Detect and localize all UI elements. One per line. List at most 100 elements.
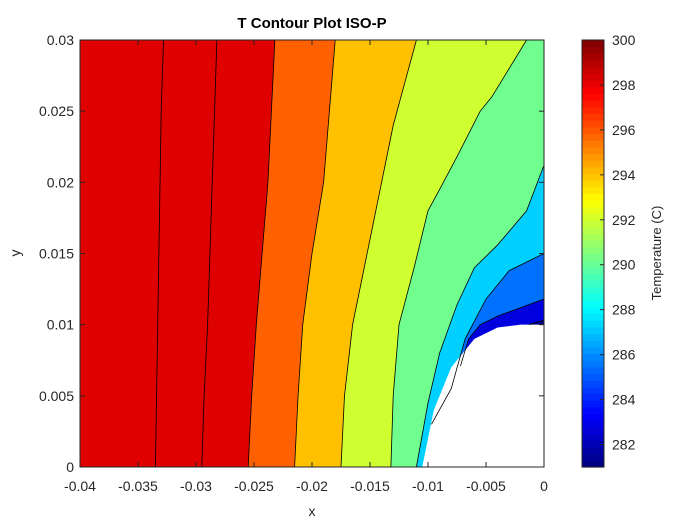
colorbar-segment bbox=[582, 73, 604, 81]
colorbar-segment bbox=[582, 60, 604, 68]
colorbar-tick-label: 286 bbox=[612, 347, 636, 363]
colorbar-segment bbox=[582, 140, 604, 148]
colorbar-segment bbox=[582, 413, 604, 421]
x-tick-label: -0.02 bbox=[296, 478, 328, 494]
x-tick-label: -0.035 bbox=[118, 478, 158, 494]
colorbar-segment bbox=[582, 220, 604, 228]
x-axis-label: x bbox=[309, 503, 316, 519]
x-tick-label: -0.005 bbox=[466, 478, 506, 494]
contour-fill-band bbox=[390, 40, 544, 467]
blank-region bbox=[422, 324, 544, 467]
colorbar-segment bbox=[582, 93, 604, 101]
colorbar-segment bbox=[582, 426, 604, 435]
colorbar-segment bbox=[582, 440, 604, 448]
chart-title: T Contour Plot ISO-P bbox=[237, 15, 386, 32]
colorbar-segment bbox=[582, 406, 604, 415]
colorbar-segment bbox=[582, 306, 604, 315]
colorbar-tick-label: 298 bbox=[612, 77, 636, 93]
colorbar-segment bbox=[582, 106, 604, 114]
x-tick-label: -0.01 bbox=[412, 478, 444, 494]
colorbar-segment bbox=[582, 280, 604, 288]
colorbar-segment bbox=[582, 333, 604, 341]
colorbar-segment bbox=[582, 200, 604, 208]
colorbar-segment bbox=[582, 120, 604, 128]
colorbar-segment bbox=[582, 173, 604, 181]
colorbar-tick-label: 284 bbox=[612, 392, 636, 408]
colorbar-segment bbox=[582, 240, 604, 248]
colorbar-segment bbox=[582, 446, 604, 455]
contour-line bbox=[340, 39, 417, 468]
colorbar-segment bbox=[582, 40, 604, 48]
colorbar-segment bbox=[582, 53, 604, 61]
colorbar-segment bbox=[582, 373, 604, 381]
y-tick-label: 0.015 bbox=[39, 246, 74, 262]
colorbar-segment bbox=[582, 193, 604, 201]
contour-line bbox=[247, 39, 276, 468]
colorbar-segment bbox=[582, 133, 604, 141]
colorbar-segment bbox=[582, 353, 604, 361]
x-tick-label: -0.03 bbox=[180, 478, 212, 494]
colorbar-segment bbox=[582, 86, 604, 94]
colorbar-segment bbox=[582, 260, 604, 268]
contour-fill-band bbox=[341, 40, 527, 467]
x-tick-label: 0 bbox=[540, 478, 548, 494]
colorbar-segment bbox=[582, 233, 604, 241]
colorbar-segment bbox=[582, 393, 604, 401]
y-tick-label: 0 bbox=[66, 459, 74, 475]
colorbar-label: Temperature (C) bbox=[649, 206, 664, 301]
colorbar-tick-label: 300 bbox=[612, 32, 636, 48]
y-tick-label: 0.02 bbox=[47, 174, 74, 190]
colorbar-segment bbox=[582, 286, 604, 295]
colorbar-segment bbox=[582, 273, 604, 281]
colorbar-segment bbox=[582, 420, 604, 428]
colorbar-segment bbox=[582, 160, 604, 168]
y-tick-label: 0.01 bbox=[47, 317, 74, 333]
colorbar: 282 284 286 288 290 292 294 296 298 300 bbox=[581, 32, 636, 468]
y-axis-ticks: 0 0.005 0.01 0.015 0.02 0.025 0.03 bbox=[39, 32, 544, 475]
colorbar-segment bbox=[582, 313, 604, 321]
contour-fill-band bbox=[201, 40, 275, 467]
colorbar-frame bbox=[581, 39, 605, 468]
contour-line bbox=[528, 320, 545, 326]
colorbar-segment bbox=[582, 226, 604, 235]
colorbar-segment bbox=[582, 206, 604, 215]
colorbar-segment bbox=[582, 146, 604, 155]
colorbar-segment bbox=[582, 100, 604, 108]
y-axis-label: y bbox=[7, 250, 23, 257]
colorbar-tick-label: 288 bbox=[612, 302, 636, 318]
colorbar-segment bbox=[582, 46, 604, 54]
colorbar-segment bbox=[582, 266, 604, 275]
x-axis-ticks: -0.04 -0.035 -0.03 -0.025 -0.02 -0.015 -0.01 -0… bbox=[64, 40, 548, 494]
colorbar-segment bbox=[582, 326, 604, 335]
colorbar-tick-label: 294 bbox=[612, 167, 636, 183]
colorbar-segment bbox=[582, 433, 604, 441]
y-tick-label: 0.025 bbox=[39, 103, 74, 119]
contour-line bbox=[294, 39, 336, 468]
x-tick-label: -0.025 bbox=[234, 478, 274, 494]
colorbar-segment bbox=[582, 66, 604, 74]
colorbar-segment bbox=[582, 113, 604, 121]
colorbar-segment bbox=[582, 293, 604, 301]
colorbar-segment bbox=[582, 126, 604, 135]
y-tick-label: 0.005 bbox=[39, 388, 74, 404]
contour-line bbox=[155, 39, 164, 468]
colorbar-segment bbox=[582, 460, 604, 468]
contour-fill-band bbox=[155, 40, 217, 467]
colorbar-segment bbox=[582, 153, 604, 161]
colorbar-segment bbox=[582, 186, 604, 195]
colorbar-tick-label: 290 bbox=[612, 257, 636, 273]
colorbar-segment bbox=[582, 340, 604, 348]
x-tick-label: -0.04 bbox=[64, 478, 96, 494]
colorbar-tick-label: 292 bbox=[612, 212, 636, 228]
colorbar-segment bbox=[582, 400, 604, 408]
y-tick-label: 0.03 bbox=[47, 32, 74, 48]
contour-line bbox=[431, 253, 545, 425]
colorbar-segment bbox=[582, 360, 604, 368]
colorbar-segment bbox=[582, 320, 604, 328]
x-tick-label: -0.015 bbox=[350, 478, 390, 494]
colorbar-segment bbox=[582, 346, 604, 355]
plot-area bbox=[79, 39, 545, 468]
colorbar-segment bbox=[582, 80, 604, 88]
colorbar-segment bbox=[582, 300, 604, 308]
contour-fill-band bbox=[294, 40, 417, 467]
